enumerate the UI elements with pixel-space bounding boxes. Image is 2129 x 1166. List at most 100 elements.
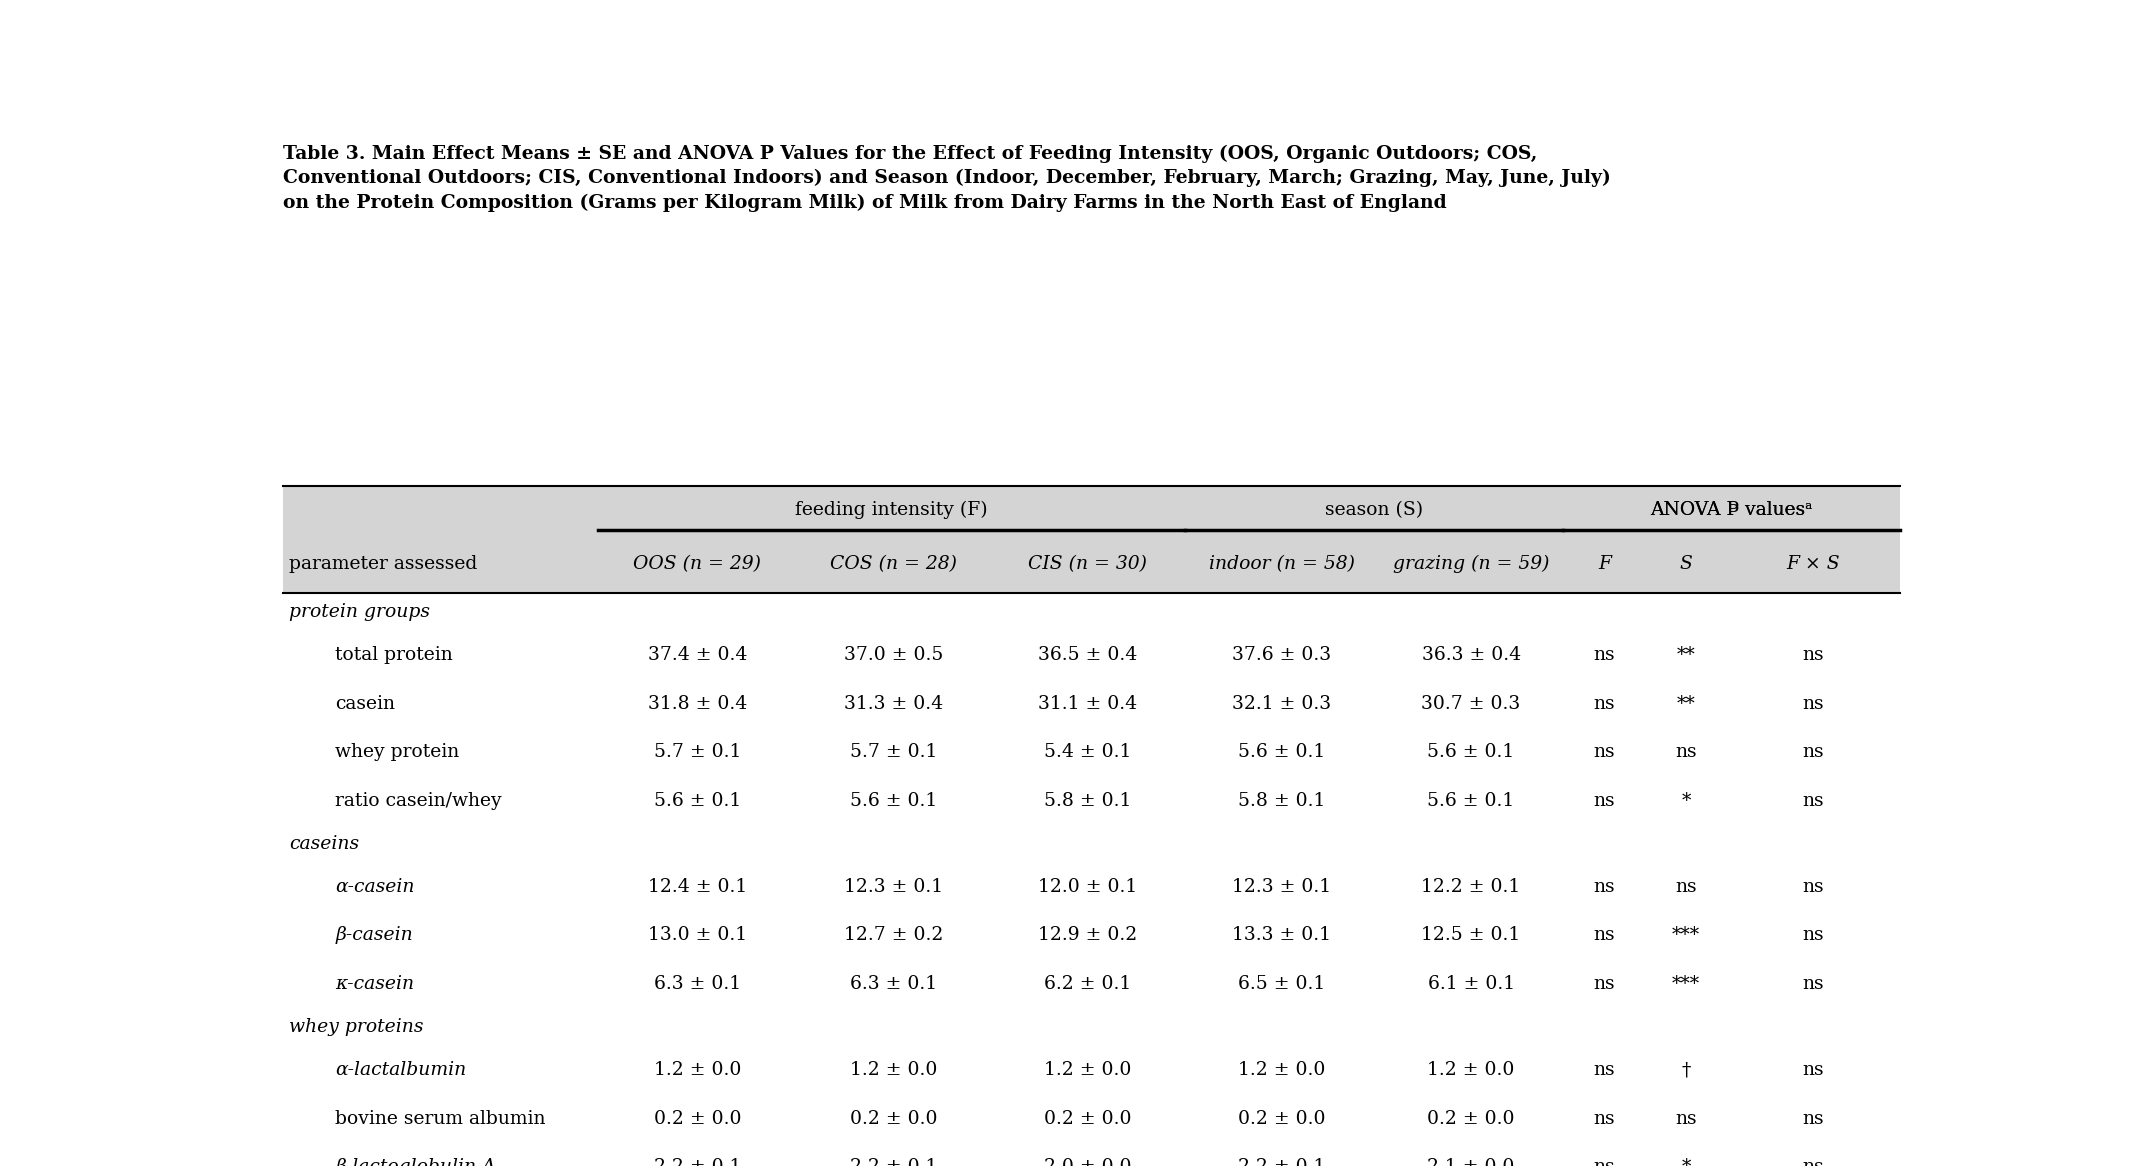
Text: 36.5 ± 0.4: 36.5 ± 0.4 [1039,646,1137,665]
Text: 12.2 ± 0.1: 12.2 ± 0.1 [1422,878,1520,895]
Text: 6.3 ± 0.1: 6.3 ± 0.1 [849,975,937,993]
Text: 6.3 ± 0.1: 6.3 ± 0.1 [654,975,741,993]
Text: 12.7 ± 0.2: 12.7 ± 0.2 [845,927,943,944]
Text: casein: casein [336,695,396,712]
Text: ***: *** [1671,975,1701,993]
Text: ns: ns [1595,975,1616,993]
Text: †: † [1682,1061,1690,1079]
Text: 12.9 ± 0.2: 12.9 ± 0.2 [1039,927,1137,944]
Text: whey proteins: whey proteins [290,1018,424,1035]
Text: 5.8 ± 0.1: 5.8 ± 0.1 [1239,792,1326,809]
Text: OOS (n = 29): OOS (n = 29) [634,555,762,574]
Text: F × S: F × S [1786,555,1839,574]
Text: ANOVA Ϸ valuesᵃ: ANOVA Ϸ valuesᵃ [1650,501,1812,519]
Text: *: * [1682,792,1690,809]
Text: parameter assessed: parameter assessed [290,555,477,574]
Text: ns: ns [1676,1110,1697,1128]
Text: 31.1 ± 0.4: 31.1 ± 0.4 [1039,695,1137,712]
Text: total protein: total protein [336,646,453,665]
Text: ns: ns [1803,878,1825,895]
Text: ns: ns [1595,792,1616,809]
Text: whey protein: whey protein [336,743,460,761]
Text: 2.0 ± 0.0: 2.0 ± 0.0 [1043,1158,1133,1166]
Text: *: * [1682,1158,1690,1166]
Text: 0.2 ± 0.0: 0.2 ± 0.0 [1043,1110,1133,1128]
Text: ***: *** [1671,927,1701,944]
Text: ns: ns [1595,743,1616,761]
Text: ns: ns [1803,743,1825,761]
Text: F: F [1599,555,1612,574]
Text: **: ** [1678,695,1695,712]
Text: 36.3 ± 0.4: 36.3 ± 0.4 [1422,646,1520,665]
Text: ns: ns [1676,743,1697,761]
Text: 5.6 ± 0.1: 5.6 ± 0.1 [1426,743,1514,761]
Text: CIS (n = 30): CIS (n = 30) [1028,555,1148,574]
Bar [283,485,1899,593]
Text: ns: ns [1803,927,1825,944]
Text: ns: ns [1595,1110,1616,1128]
Text: 1.2 ± 0.0: 1.2 ± 0.0 [1239,1061,1326,1079]
Text: 12.4 ± 0.1: 12.4 ± 0.1 [647,878,747,895]
Text: Table 3. Main Effect Means ± SE and ANOVA P Values for the Effect of Feeding Int: Table 3. Main Effect Means ± SE and ANOV… [283,145,1610,212]
Text: protein groups: protein groups [290,603,430,621]
Text: 12.5 ± 0.1: 12.5 ± 0.1 [1422,927,1520,944]
Text: 2.2 ± 0.1: 2.2 ± 0.1 [849,1158,937,1166]
Text: 2.2 ± 0.1: 2.2 ± 0.1 [1239,1158,1326,1166]
Text: 5.6 ± 0.1: 5.6 ± 0.1 [654,792,741,809]
Text: 13.3 ± 0.1: 13.3 ± 0.1 [1233,927,1331,944]
Text: 5.6 ± 0.1: 5.6 ± 0.1 [849,792,937,809]
Text: 2.1 ± 0.0: 2.1 ± 0.0 [1426,1158,1516,1166]
Text: 32.1 ± 0.3: 32.1 ± 0.3 [1233,695,1331,712]
Text: 30.7 ± 0.3: 30.7 ± 0.3 [1422,695,1520,712]
Text: ratio casein/whey: ratio casein/whey [336,792,502,809]
Text: indoor (n = 58): indoor (n = 58) [1209,555,1354,574]
Text: S: S [1680,555,1693,574]
Text: 37.0 ± 0.5: 37.0 ± 0.5 [845,646,943,665]
Text: ns: ns [1803,1110,1825,1128]
Text: ns: ns [1595,1061,1616,1079]
Text: 13.0 ± 0.1: 13.0 ± 0.1 [647,927,747,944]
Text: 0.2 ± 0.0: 0.2 ± 0.0 [1239,1110,1326,1128]
Text: α-lactalbumin: α-lactalbumin [336,1061,466,1079]
Text: 5.8 ± 0.1: 5.8 ± 0.1 [1043,792,1133,809]
Text: 1.2 ± 0.0: 1.2 ± 0.0 [654,1061,741,1079]
Text: ns: ns [1803,975,1825,993]
Text: ANOVA P valuesᵃ: ANOVA P valuesᵃ [1650,501,1812,519]
Text: season (S): season (S) [1324,501,1422,519]
Text: ns: ns [1595,646,1616,665]
Text: 5.6 ± 0.1: 5.6 ± 0.1 [1426,792,1514,809]
Text: 5.6 ± 0.1: 5.6 ± 0.1 [1239,743,1326,761]
Text: 12.3 ± 0.1: 12.3 ± 0.1 [845,878,943,895]
Text: κ-casein: κ-casein [336,975,415,993]
Text: ns: ns [1803,1158,1825,1166]
Text: 37.4 ± 0.4: 37.4 ± 0.4 [647,646,747,665]
Text: ns: ns [1803,792,1825,809]
Text: α-casein: α-casein [336,878,415,895]
Text: 5.7 ± 0.1: 5.7 ± 0.1 [849,743,937,761]
Text: bovine serum albumin: bovine serum albumin [336,1110,545,1128]
Text: ns: ns [1595,695,1616,712]
Text: ns: ns [1803,1061,1825,1079]
Text: 12.0 ± 0.1: 12.0 ± 0.1 [1039,878,1137,895]
Text: 12.3 ± 0.1: 12.3 ± 0.1 [1233,878,1331,895]
Text: 0.2 ± 0.0: 0.2 ± 0.0 [849,1110,937,1128]
Text: 1.2 ± 0.0: 1.2 ± 0.0 [1426,1061,1516,1079]
Text: ns: ns [1595,1158,1616,1166]
Text: **: ** [1678,646,1695,665]
Text: 0.2 ± 0.0: 0.2 ± 0.0 [654,1110,741,1128]
Text: 2.2 ± 0.1: 2.2 ± 0.1 [654,1158,741,1166]
Text: 6.5 ± 0.1: 6.5 ± 0.1 [1239,975,1326,993]
Text: caseins: caseins [290,835,360,852]
Text: β-casein: β-casein [336,927,413,944]
Text: 1.2 ± 0.0: 1.2 ± 0.0 [1043,1061,1133,1079]
Text: ns: ns [1595,927,1616,944]
Text: 0.2 ± 0.0: 0.2 ± 0.0 [1426,1110,1516,1128]
Text: feeding intensity (F): feeding intensity (F) [794,501,988,519]
Text: 6.1 ± 0.1: 6.1 ± 0.1 [1429,975,1514,993]
Text: ns: ns [1803,695,1825,712]
Text: ns: ns [1803,646,1825,665]
Text: β-lactoglobulin A: β-lactoglobulin A [336,1158,496,1166]
Text: 1.2 ± 0.0: 1.2 ± 0.0 [849,1061,937,1079]
Text: ns: ns [1595,878,1616,895]
Text: grazing (n = 59): grazing (n = 59) [1392,555,1550,574]
